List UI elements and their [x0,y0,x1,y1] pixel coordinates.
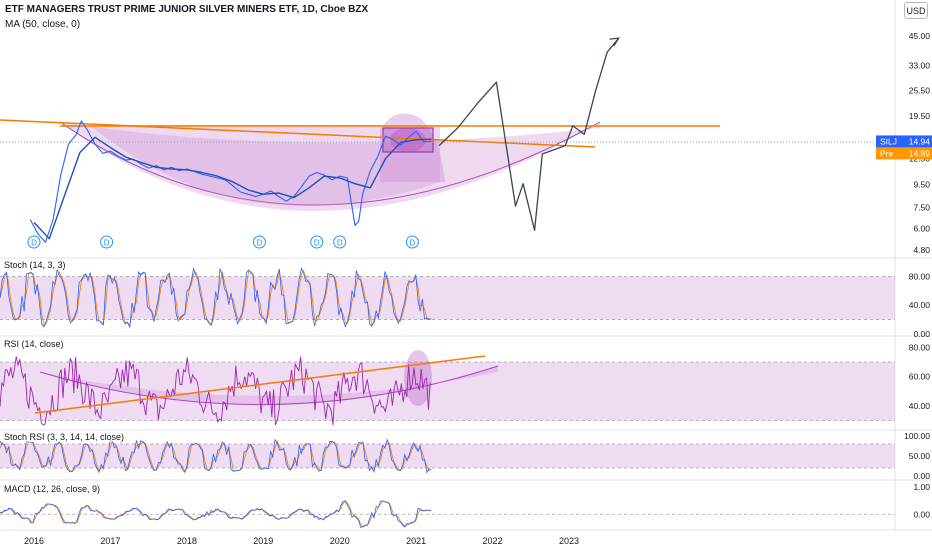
price-tick-label: 25.50 [909,85,931,95]
dividend-marker: D [310,235,324,249]
last-price-symbol: SILJ [880,136,897,146]
time-tick-label: 2018 [177,536,197,546]
indicator-tick-label: 50.00 [909,451,931,461]
dividend-label: D [337,239,343,248]
dividend-label: D [104,239,110,248]
indicator-series [0,267,895,529]
price-tick-label: 45.00 [909,31,931,41]
premarket-badge [876,147,932,160]
cup-pattern-outer [60,122,600,211]
indicator-tick-label: 1.00 [913,482,930,492]
dividend-marker: D [333,235,347,249]
indicator-tick-label: 40.00 [909,300,931,310]
handle-ellipse [390,128,426,152]
dividend-label: D [409,239,415,248]
indicator-band [0,444,895,468]
premarket-label: Pre [880,148,894,158]
stoch-k-line [0,267,432,328]
cup-pattern-inner [90,125,440,206]
time-tick-label: 2023 [559,536,579,546]
projection-arrow-head [609,37,620,47]
projection-line [438,37,620,231]
stoch-rsi-label[interactable]: Stoch RSI (3, 3, 14, 14, close) [4,432,125,442]
dividend-circle [252,235,266,249]
ma-line [33,136,432,240]
price-tick-label: 19.50 [909,111,931,121]
indicator-tick-label: 0.00 [913,471,930,481]
price-line [29,120,432,243]
last-price-value: 14.94 [909,136,931,146]
macd-label[interactable]: MACD (12, 26, close, 9) [4,484,101,494]
dividend-marker: D [252,235,266,249]
rsi-cup-pattern [40,366,498,405]
premarket-value: 14.89 [909,148,931,158]
dividend-marker: D [100,235,114,249]
indicator-tick-label: 80.00 [909,342,931,352]
dividend-circle [333,235,347,249]
time-tick-label: 2020 [330,536,350,546]
rsi-cup-curve [39,365,499,405]
time-tick-label: 2021 [406,536,426,546]
dividend-marker: D [27,235,41,249]
rsi-label[interactable]: RSI (14, close) [4,339,64,349]
currency-button[interactable]: USD [904,2,928,19]
dividend-marker: D [405,235,419,249]
indicator-tick-label: 0.00 [913,329,930,339]
indicator-tick-label: 100.00 [904,431,930,441]
price-tick-label: 7.50 [913,202,930,212]
indicator-tick-label: 80.00 [909,271,931,281]
cup-pattern-curve [59,121,601,206]
chart-title: ETF MANAGERS TRUST PRIME JUNIOR SILVER M… [5,4,369,15]
grid [0,0,932,531]
chart-patterns [0,113,895,211]
price-tick-label: 6.00 [913,224,930,234]
dividend-circle [405,235,419,249]
time-tick-label: 2022 [483,536,503,546]
price-tick-label: 4.80 [913,245,930,255]
dividend-label: D [31,239,37,248]
dividend-circle [100,235,114,249]
dividend-circle [27,235,41,249]
last-price-badge [876,135,932,148]
price-tick-label: 9.50 [913,180,930,190]
time-tick-label: 2017 [100,536,120,546]
indicator-band [0,276,895,320]
stoch-k-line [0,438,432,474]
dividend-label: D [314,239,320,248]
ma-indicator-label[interactable]: MA (50, close, 0) [5,19,81,30]
indicator-tick-label: 0.00 [913,509,930,519]
macd-line [0,500,432,529]
dividend-circle [310,235,324,249]
stoch-label[interactable]: Stoch (14, 3, 3) [4,260,66,270]
handle-pattern [380,113,445,182]
rsi-trend-line [34,355,486,414]
rsi-line [0,356,431,426]
time-tick-label: 2019 [253,536,273,546]
dividend-label: D [257,239,263,248]
axes: 45.0033.0025.5019.5012.509.507.506.004.8… [24,31,932,546]
indicator-tick-label: 60.00 [909,372,931,382]
price-tick-label: 33.00 [909,61,931,71]
indicator-tick-label: 40.00 [909,401,931,411]
time-tick-label: 2016 [24,536,44,546]
